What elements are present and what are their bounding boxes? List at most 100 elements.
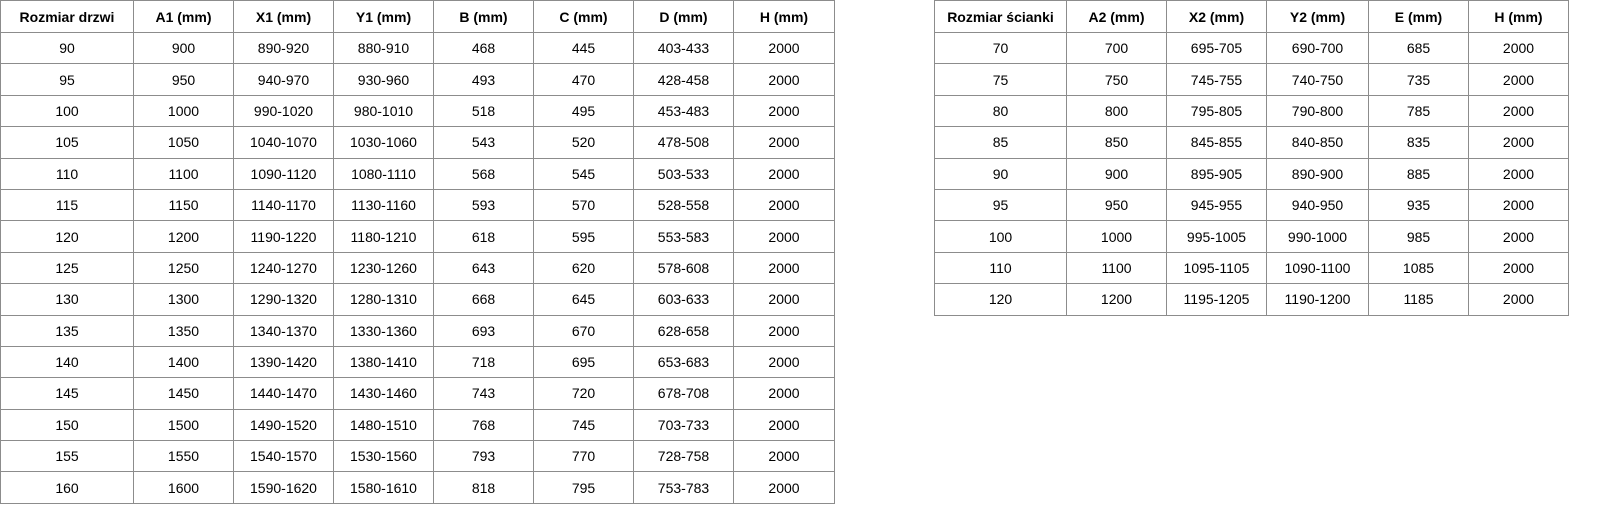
table-cell: 945-955 <box>1166 188 1267 222</box>
table-cell: 685 <box>1368 31 1469 65</box>
table-cell: 1380-1410 <box>333 345 434 379</box>
table-cell: 1000 <box>133 94 234 128</box>
table-cell: 818 <box>433 471 534 504</box>
table-cell: 1590-1620 <box>233 471 334 504</box>
table-cell: 1240-1270 <box>233 251 334 285</box>
table-cell: 840-850 <box>1266 126 1369 159</box>
table-cell: 1000 <box>1066 220 1167 253</box>
table-cell: 1600 <box>133 471 234 504</box>
table-cell: 2000 <box>1468 220 1569 253</box>
table-cell: 2000 <box>1468 251 1569 285</box>
table-cell: 800 <box>1066 94 1167 128</box>
table-cell: 528-558 <box>633 188 734 222</box>
table-cell: 518 <box>433 94 534 128</box>
table-cell: 1100 <box>1066 251 1167 285</box>
table-cell: 95 <box>0 63 134 96</box>
column-header: X1 (mm) <box>233 0 334 33</box>
table-cell: 70 <box>934 31 1067 65</box>
table-cell: 668 <box>433 283 534 316</box>
table-cell: 1130-1160 <box>333 188 434 222</box>
table-cell: 130 <box>0 283 134 316</box>
table-cell: 743 <box>433 377 534 410</box>
column-header: H (mm) <box>1468 0 1569 33</box>
table-cell: 1580-1610 <box>333 471 434 504</box>
table-cell: 2000 <box>1468 188 1569 222</box>
table-cell: 768 <box>433 408 534 442</box>
table-row: 120 1200 1190-1220 1180-1210 618 595 553-583 20… <box>0 220 835 253</box>
table-cell: 885 <box>1368 157 1469 190</box>
table-cell: 1185 <box>1368 283 1469 316</box>
column-header: X2 (mm) <box>1166 0 1267 33</box>
table-cell: 503-533 <box>633 157 734 190</box>
table-cell: 793 <box>433 440 534 473</box>
table-cell: 1195-1205 <box>1166 283 1267 316</box>
table-cell: 718 <box>433 345 534 379</box>
table-cell: 85 <box>934 126 1067 159</box>
table-cell: 100 <box>934 220 1067 253</box>
table-cell: 1530-1560 <box>333 440 434 473</box>
table-cell: 468 <box>433 31 534 65</box>
table-cell: 985 <box>1368 220 1469 253</box>
table-cell: 105 <box>0 126 134 159</box>
table-cell: 1450 <box>133 377 234 410</box>
table-cell: 160 <box>0 471 134 504</box>
table-cell: 1190-1220 <box>233 220 334 253</box>
table-cell: 2000 <box>733 94 835 128</box>
table-cell: 100 <box>0 94 134 128</box>
table-cell: 1090-1100 <box>1266 251 1369 285</box>
table-cell: 570 <box>533 188 634 222</box>
table-cell: 628-658 <box>633 314 734 347</box>
table-cell: 980-1010 <box>333 94 434 128</box>
table-row: 90 900 890-920 880-910 468 445 403-433 2000 <box>0 31 835 65</box>
table-cell: 785 <box>1368 94 1469 128</box>
table-row: 155 1550 1540-1570 1530-1560 793 770 728-758 20… <box>0 440 835 473</box>
table-cell: 790-800 <box>1266 94 1369 128</box>
column-header: A1 (mm) <box>133 0 234 33</box>
table-cell: 950 <box>1066 188 1167 222</box>
table-cell: 2000 <box>733 471 835 504</box>
table-cell: 1390-1420 <box>233 345 334 379</box>
column-header: D (mm) <box>633 0 734 33</box>
table-cell: 1180-1210 <box>333 220 434 253</box>
table-cell: 618 <box>433 220 534 253</box>
table-cell: 1090-1120 <box>233 157 334 190</box>
table-cell: 735 <box>1368 63 1469 96</box>
table-cell: 1200 <box>1066 283 1167 316</box>
table-cell: 1330-1360 <box>333 314 434 347</box>
table-cell: 545 <box>533 157 634 190</box>
table-cell: 890-920 <box>233 31 334 65</box>
table-cell: 110 <box>0 157 134 190</box>
table-row: 100 1000 990-1020 980-1010 518 495 453-483 2000 <box>0 94 835 128</box>
table-cell: 1040-1070 <box>233 126 334 159</box>
table-cell: 1430-1460 <box>333 377 434 410</box>
table-cell: 453-483 <box>633 94 734 128</box>
table-row: 115 1150 1140-1170 1130-1160 593 570 528-558 20… <box>0 188 835 222</box>
table-cell: 895-905 <box>1166 157 1267 190</box>
table-cell: 1250 <box>133 251 234 285</box>
table-cell: 703-733 <box>633 408 734 442</box>
column-header: Rozmiar drzwi <box>0 0 134 33</box>
table-cell: 690-700 <box>1266 31 1369 65</box>
table-cell: 1080-1110 <box>333 157 434 190</box>
table-cell: 745 <box>533 408 634 442</box>
table-cell: 770 <box>533 440 634 473</box>
table-cell: 428-458 <box>633 63 734 96</box>
table-cell: 1230-1260 <box>333 251 434 285</box>
table-cell: 595 <box>533 220 634 253</box>
column-header: H (mm) <box>733 0 835 33</box>
table-cell: 850 <box>1066 126 1167 159</box>
table-cell: 1490-1520 <box>233 408 334 442</box>
column-header: C (mm) <box>533 0 634 33</box>
table-cell: 120 <box>934 283 1067 316</box>
table-cell: 593 <box>433 188 534 222</box>
table-cell: 1280-1310 <box>333 283 434 316</box>
table-cell: 1300 <box>133 283 234 316</box>
table-row: 90 900 895-905 890-900 885 2000 <box>934 157 1569 190</box>
table-cell: 620 <box>533 251 634 285</box>
table-cell: 553-583 <box>633 220 734 253</box>
table-row: 110 1100 1095-1105 1090-1100 1085 2000 <box>934 251 1569 285</box>
table-cell: 900 <box>1066 157 1167 190</box>
table-cell: 1050 <box>133 126 234 159</box>
table-cell: 2000 <box>733 283 835 316</box>
table-cell: 2000 <box>733 31 835 65</box>
